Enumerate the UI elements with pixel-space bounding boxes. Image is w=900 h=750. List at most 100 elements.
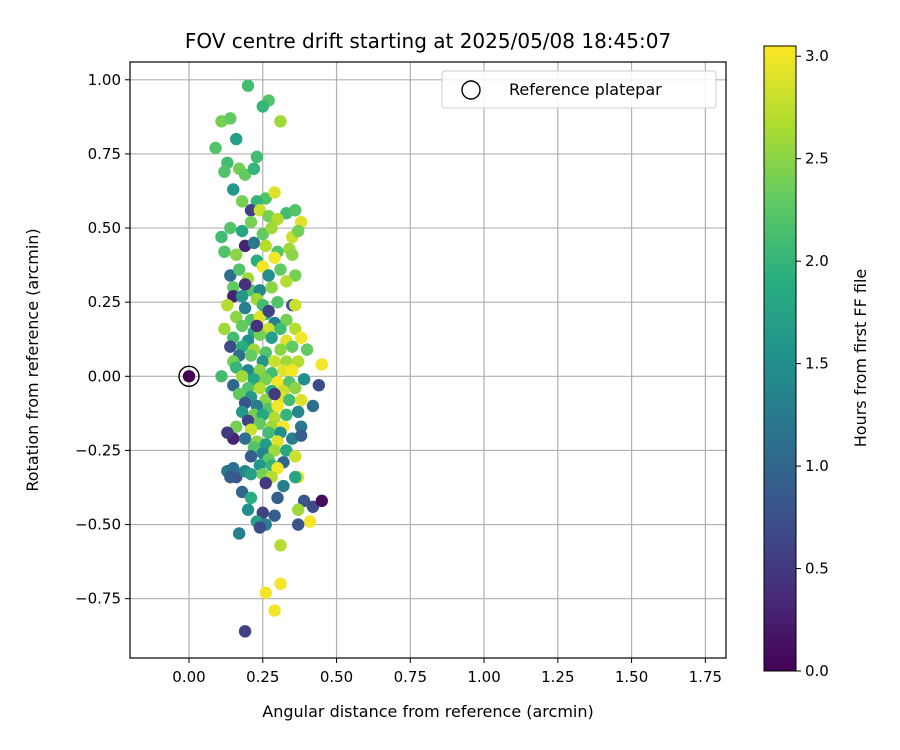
data-point [289, 470, 302, 484]
data-point [235, 370, 249, 383]
data-point [253, 381, 267, 395]
data-point [235, 405, 249, 419]
data-point [247, 162, 261, 175]
data-point [238, 301, 252, 315]
data-point [232, 527, 246, 540]
data-point [253, 364, 267, 377]
x-tick-label: 0.50 [320, 668, 353, 686]
data-point [238, 168, 252, 181]
data-point [262, 426, 275, 439]
y-tick-label: 0.00 [88, 367, 121, 385]
data-point [224, 269, 237, 282]
y-tick-label: −0.75 [75, 590, 121, 608]
colorbar-tick-label: 3.0 [805, 47, 829, 65]
data-point [227, 281, 240, 294]
data-point [291, 355, 305, 368]
legend: Reference platepar [441, 70, 717, 109]
data-point [230, 420, 243, 433]
data-point [247, 236, 261, 250]
data-point [291, 503, 305, 516]
data-point [224, 221, 237, 235]
data-point [227, 379, 240, 392]
data-point [280, 408, 293, 422]
reference-point-ring [178, 365, 200, 388]
data-point [315, 358, 328, 371]
data-point [286, 364, 299, 377]
x-axis-ticks: 0.00 0.25 0.50 0.75 1.00 1.25 1.50 1.75 [172, 658, 722, 686]
colorbar-tick-label: 0.0 [805, 662, 829, 680]
legend-box [441, 70, 717, 109]
data-point [232, 387, 246, 401]
data-point [244, 491, 258, 505]
data-point [218, 322, 231, 336]
data-point [256, 506, 269, 519]
data-point [280, 313, 293, 327]
legend-marker [461, 80, 481, 100]
data-point [268, 509, 281, 522]
data-point [256, 100, 269, 113]
data-point [232, 263, 246, 276]
data-point [271, 212, 284, 226]
data-point [286, 340, 299, 353]
data-point [221, 298, 234, 312]
data-point [306, 500, 320, 513]
x-tick-label: 0.00 [172, 668, 205, 686]
data-point [253, 521, 267, 534]
data-point [235, 224, 249, 238]
y-tick-label: 0.25 [88, 293, 121, 311]
data-point [230, 310, 243, 324]
data-point [209, 141, 222, 155]
colorbar-tick-label: 2.5 [805, 150, 829, 168]
y-axis-label: Rotation from reference (arcmin) [23, 228, 42, 491]
data-point [238, 625, 252, 638]
y-axis-ticks: −0.75 −0.50 −0.25 0.00 0.25 0.50 0.75 1.00 [75, 71, 130, 608]
data-point [224, 470, 237, 484]
data-point [218, 245, 231, 258]
data-point [235, 319, 249, 333]
data-point [271, 399, 284, 413]
data-point [271, 295, 284, 309]
data-points [209, 79, 328, 638]
data-point [297, 494, 311, 508]
data-point [306, 399, 320, 413]
y-tick-label: −0.25 [75, 441, 121, 459]
y-tick-label: −0.50 [75, 516, 121, 534]
data-point [227, 183, 240, 196]
data-point [256, 227, 269, 241]
data-point [259, 373, 272, 386]
data-point [297, 373, 311, 386]
plot-frame [129, 61, 727, 659]
data-point [294, 393, 308, 407]
data-point [265, 281, 278, 294]
x-tick-label: 1.75 [689, 668, 722, 686]
data-point [291, 224, 305, 238]
data-point [241, 503, 255, 516]
data-point [271, 491, 284, 505]
data-point [274, 343, 287, 356]
data-point [277, 364, 290, 377]
data-point [247, 373, 261, 386]
data-point [241, 79, 255, 92]
y-tick-label: 0.75 [88, 145, 121, 163]
chart-title: FOV centre drift starting at 2025/05/08 … [185, 29, 671, 53]
data-point [274, 577, 287, 591]
data-point [280, 275, 293, 288]
data-point [238, 432, 252, 445]
x-tick-label: 0.25 [246, 668, 279, 686]
data-point [265, 221, 278, 235]
data-point [230, 248, 243, 261]
data-point [262, 269, 275, 282]
data-point [268, 444, 281, 457]
data-point [289, 204, 302, 217]
data-point [259, 239, 272, 253]
data-point [303, 515, 317, 528]
legend-entry: Reference platepar [509, 80, 662, 99]
data-point [227, 290, 240, 303]
data-point [215, 370, 228, 383]
data-point [294, 331, 308, 344]
data-point [312, 379, 326, 392]
data-point [271, 462, 284, 475]
data-point [286, 248, 299, 261]
data-point [274, 115, 287, 128]
data-point [277, 479, 290, 493]
